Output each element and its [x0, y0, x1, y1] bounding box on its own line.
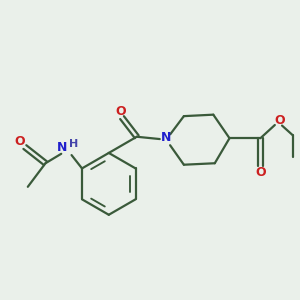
- Text: O: O: [14, 135, 25, 148]
- Text: H: H: [69, 139, 78, 149]
- Text: O: O: [115, 105, 126, 118]
- Text: N: N: [161, 131, 171, 144]
- Text: O: O: [275, 114, 286, 127]
- Text: N: N: [57, 141, 68, 154]
- Text: O: O: [255, 166, 266, 179]
